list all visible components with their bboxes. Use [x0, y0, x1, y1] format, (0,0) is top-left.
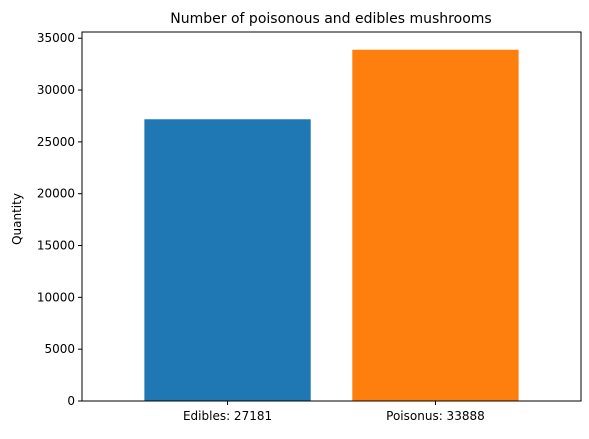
y-tick-label: 0 — [67, 394, 75, 408]
y-tick-label: 15000 — [37, 239, 75, 253]
x-axis: Edibles: 27181 Poisonus: 33888 — [183, 401, 485, 423]
bars-layer — [144, 49, 519, 402]
chart-title: Number of poisonous and edibles mushroom… — [170, 11, 491, 27]
plot-frame — [81, 31, 582, 402]
y-tick-label: 30000 — [37, 83, 75, 97]
y-tick-label: 10000 — [37, 290, 75, 304]
y-tick-label: 5000 — [44, 342, 75, 356]
y-tick-label: 35000 — [37, 31, 75, 45]
y-axis: 0 5000 10000 15000 20000 25000 30000 35000 — [37, 31, 82, 408]
y-tick-label: 25000 — [37, 135, 75, 149]
bar-1 — [352, 49, 519, 401]
x-tick-label: Poisonus: 33888 — [386, 409, 485, 423]
bar-0 — [144, 119, 311, 402]
y-tick-label: 20000 — [37, 187, 75, 201]
y-axis-label: Quantity — [10, 193, 24, 245]
x-tick-label: Edibles: 27181 — [183, 409, 272, 423]
